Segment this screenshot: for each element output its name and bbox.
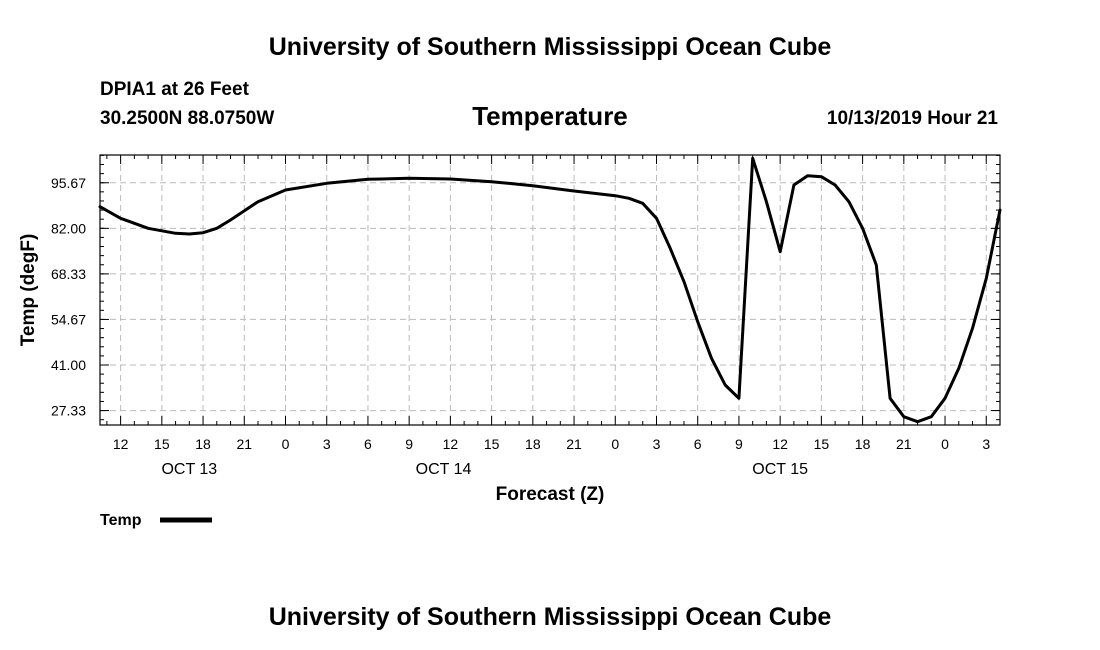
x-tick-label: 21	[566, 436, 582, 452]
y-tick-label: 54.67	[51, 311, 86, 327]
x-tick-label: 12	[113, 436, 129, 452]
x-tick-label: 18	[855, 436, 871, 452]
x-tick-label: 9	[405, 436, 413, 452]
y-tick-label: 82.00	[51, 220, 86, 236]
y-tick-label: 68.33	[51, 266, 86, 282]
x-tick-label: 12	[772, 436, 788, 452]
x-tick-label: 15	[814, 436, 830, 452]
gridlines	[100, 155, 1000, 425]
x-axis-title: Forecast (Z)	[496, 484, 605, 505]
x-tick-label: 3	[982, 436, 990, 452]
coordinates-label: 30.2500N 88.0750W	[100, 108, 274, 129]
y-axis-title: Temp (degF)	[18, 234, 39, 347]
y-tick-label: 41.00	[51, 357, 86, 373]
series-line-temp	[98, 156, 1002, 424]
x-tick-label: 21	[236, 436, 252, 452]
date-label: OCT 13	[161, 461, 217, 478]
x-tick-label: 9	[735, 436, 743, 452]
date-labels: OCT 13 OCT 14 OCT 15	[161, 461, 808, 478]
x-tick-label: 6	[364, 436, 372, 452]
date-label: OCT 14	[416, 461, 472, 478]
station-label: DPIA1 at 26 Feet	[100, 79, 250, 100]
x-tick-label: 3	[323, 436, 331, 452]
x-tick-label: 0	[941, 436, 949, 452]
y-tick-labels: 27.33 41.00 54.67 68.33 82.00 95.67	[51, 175, 86, 419]
x-tick-label: 12	[443, 436, 459, 452]
x-tick-label: 18	[195, 436, 211, 452]
date-label: OCT 15	[752, 461, 808, 478]
x-tick-label: 6	[694, 436, 702, 452]
y-tick-label: 27.33	[51, 403, 86, 419]
bottom-title: University of Southern Mississippi Ocean…	[269, 603, 832, 631]
x-tick-label: 0	[611, 436, 619, 452]
legend-label: Temp	[100, 512, 142, 529]
top-title: University of Southern Mississippi Ocean…	[269, 33, 832, 61]
x-tick-labels: 12 15 18 21 0 3 6 9 12 15 18 21 0 3 6 9 12 15 18 21 0 3	[113, 436, 991, 452]
x-tick-label: 21	[896, 436, 912, 452]
y-tick-label: 95.67	[51, 175, 86, 191]
chart-title: Temperature	[472, 101, 628, 131]
datetime-label: 10/13/2019 Hour 21	[827, 108, 999, 129]
x-tick-label: 0	[282, 436, 290, 452]
x-tick-label: 18	[525, 436, 541, 452]
plot-frame	[99, 154, 1001, 426]
x-tick-label: 15	[154, 436, 170, 452]
series-lines	[98, 156, 1002, 424]
x-tick-label: 3	[653, 436, 661, 452]
x-tick-label: 15	[484, 436, 500, 452]
axis-ticks	[100, 154, 1001, 425]
